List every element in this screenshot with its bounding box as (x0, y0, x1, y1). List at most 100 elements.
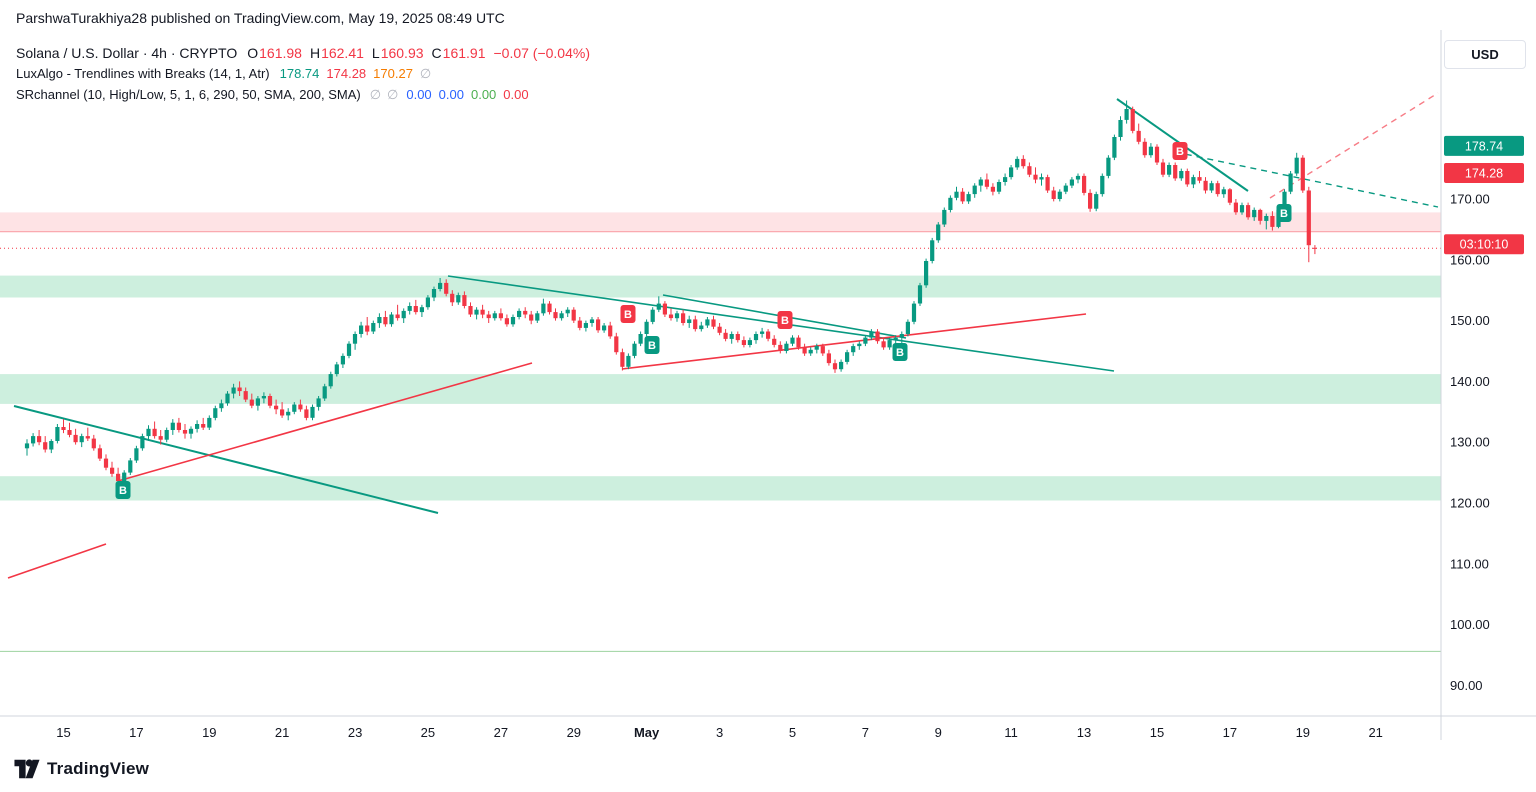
legend-part: H (309, 44, 321, 61)
time-tick-label: 21 (1368, 725, 1382, 740)
legend-part: LuxAlgo - Trendlines with Breaks (14, 1,… (16, 66, 270, 81)
legend-part: L (371, 44, 380, 61)
sr-zone (0, 212, 1441, 232)
price-levels (0, 231, 1441, 652)
legend-part: SRchannel (10, High/Low, 5, 1, 6, 290, 5… (16, 87, 361, 102)
legend-part: −0.07 (−0.04%) (493, 44, 590, 61)
time-tick-label: 29 (567, 725, 581, 740)
price-axis-badge (1444, 135, 1524, 156)
legend-part: ∅ (419, 65, 432, 81)
tradingview-logo[interactable]: TradingView (14, 756, 149, 782)
candlestick-series[interactable] (24, 100, 1317, 485)
price-tick-label: 150.00 (1450, 313, 1490, 328)
trendline[interactable] (117, 362, 533, 482)
time-tick-label: 19 (202, 725, 216, 740)
legend-part: 160.93 (380, 44, 424, 61)
price-axis[interactable]: 170.00 160.00 150.00 140.00 130.00 120.00 110.… (1444, 135, 1524, 693)
time-tick-label: 13 (1077, 725, 1091, 740)
time-tick-label: 9 (935, 725, 942, 740)
price-tick-label: 110.00 (1450, 556, 1489, 571)
price-tick-label: 90.00 (1450, 678, 1483, 693)
trendline[interactable] (7, 543, 107, 579)
sr-zones (0, 212, 1441, 501)
svg-text:B: B (648, 340, 656, 352)
chart-legend: Solana / U.S. Dollar · 4h · CRYPTO O 161.9… (16, 42, 590, 105)
legend-part: 178.74 (279, 66, 320, 81)
time-tick-label: 15 (1150, 725, 1164, 740)
svg-text:B: B (119, 485, 127, 497)
svg-text:B: B (896, 347, 904, 359)
svg-text:B: B (1176, 146, 1184, 158)
time-tick-label: 17 (129, 725, 143, 740)
break-label (777, 311, 793, 329)
price-axis-badge (1444, 234, 1524, 255)
svg-text:B: B (624, 309, 632, 321)
time-tick-label: 19 (1296, 725, 1310, 740)
time-tick-label: 11 (1004, 725, 1018, 740)
legend-row-symbol[interactable]: Solana / U.S. Dollar · 4h · CRYPTO O 161.9… (16, 42, 590, 63)
sr-zone (0, 374, 1441, 404)
trendlines[interactable] (7, 92, 1439, 579)
legend-part: ∅ (369, 86, 382, 102)
attribution-text: ParshwaTurakhiya28 published on TradingV… (16, 10, 505, 26)
svg-text:03:10:10: 03:10:10 (1460, 238, 1509, 252)
break-label (644, 336, 660, 354)
price-tick-label: 160.00 (1450, 252, 1490, 267)
sr-zone (0, 275, 1441, 298)
trendline[interactable] (621, 313, 1087, 370)
break-label (892, 343, 908, 361)
break-label (115, 481, 131, 499)
legend-part: C (431, 44, 442, 61)
legend-row-srchannel[interactable]: SRchannel (10, High/Low, 5, 1, 6, 290, 5… (16, 84, 590, 105)
legend-part: 161.91 (442, 44, 486, 61)
break-label (1276, 204, 1292, 222)
sr-zone (0, 476, 1441, 501)
svg-text:178.74: 178.74 (1465, 139, 1503, 153)
price-tick-label: 130.00 (1450, 435, 1490, 450)
price-axis-badge (1444, 163, 1524, 183)
trendline[interactable] (1174, 151, 1439, 208)
tradingview-logo-text: TradingView (47, 759, 150, 778)
time-tick-label: 3 (716, 725, 723, 740)
time-tick-label: May (634, 725, 660, 740)
price-tick-label: 120.00 (1450, 496, 1490, 511)
time-tick-label: 5 (789, 725, 796, 740)
legend-row-luxalgo[interactable]: LuxAlgo - Trendlines with Breaks (14, 1,… (16, 63, 590, 84)
legend-part: ∅ (387, 86, 399, 102)
currency-label: USD (1471, 47, 1499, 62)
axis-lines (0, 30, 1536, 740)
time-axis[interactable]: 15 17 19 21 23 25 27 29 May 3 5 7 9 11 13 15 17 19 21 (56, 725, 1383, 740)
legend-part: 0.00 (503, 87, 529, 102)
tradingview-logo-icon (14, 759, 40, 779)
legend-part: 0.00 (438, 87, 464, 102)
time-tick-label: 21 (275, 725, 289, 740)
svg-text:B: B (1280, 208, 1288, 220)
price-tick-label: 140.00 (1450, 374, 1490, 389)
time-tick-label: 15 (56, 725, 70, 740)
price-tick-label: 100.00 (1450, 617, 1490, 632)
legend-part: 162.41 (321, 44, 364, 61)
time-tick-label: 23 (348, 725, 362, 740)
trendline[interactable] (1269, 92, 1439, 199)
break-label (620, 305, 636, 323)
svg-text:B: B (781, 315, 789, 327)
break-labels: B B B B B B B (115, 142, 1292, 499)
trendline[interactable] (13, 405, 439, 514)
legend-part: Solana / U.S. Dollar · 4h · CRYPTO (16, 44, 238, 61)
time-tick-label: 17 (1223, 725, 1237, 740)
legend-part: 170.27 (373, 66, 413, 81)
legend-part: O (247, 44, 259, 61)
legend-part: 161.98 (259, 44, 302, 61)
break-label (1172, 142, 1188, 160)
currency-selector[interactable]: USD (1444, 40, 1526, 69)
legend-part: 0.00 (470, 87, 497, 102)
price-tick-label: 170.00 (1450, 192, 1490, 207)
time-tick-label: 7 (862, 725, 869, 740)
time-tick-label: 27 (494, 725, 508, 740)
svg-text:174.28: 174.28 (1465, 167, 1503, 181)
legend-part: 0.00 (406, 87, 432, 102)
legend-part: 174.28 (326, 66, 367, 81)
time-tick-label: 25 (421, 725, 435, 740)
